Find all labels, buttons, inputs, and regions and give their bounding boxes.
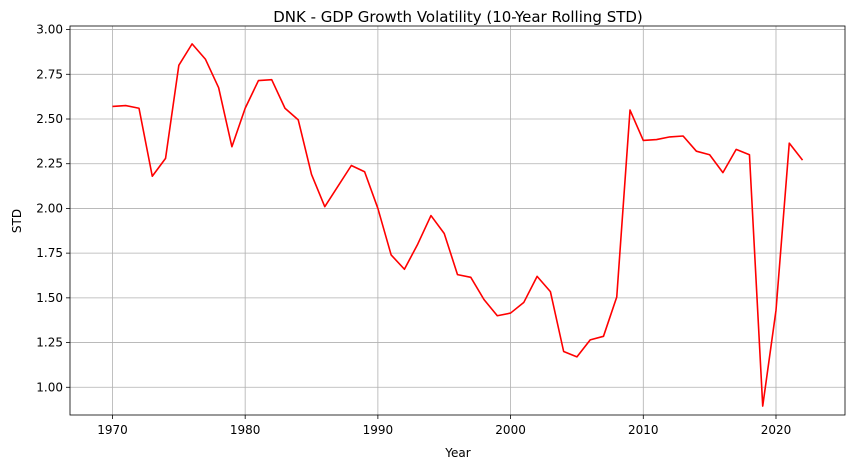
- x-tick-label: 2020: [761, 423, 792, 437]
- y-axis-label: STD: [10, 209, 24, 233]
- chart-title: DNK - GDP Growth Volatility (10-Year Rol…: [273, 8, 643, 26]
- y-tick-label: 2.50: [36, 112, 63, 126]
- y-tick-label: 2.00: [36, 201, 63, 215]
- y-tick-label: 3.00: [36, 23, 63, 37]
- y-tick-label: 1.50: [36, 291, 63, 305]
- series-layer: [112, 43, 804, 407]
- x-tick-label: 1990: [363, 423, 394, 437]
- x-tick-label: 1970: [97, 423, 128, 437]
- y-tick-label: 1.00: [36, 380, 63, 394]
- plot-frame: [69, 25, 846, 416]
- y-tick-label: 1.75: [36, 246, 63, 260]
- y-tick-label: 1.25: [36, 336, 63, 350]
- x-axis-label: Year: [444, 446, 470, 460]
- y-tick-label: 2.75: [36, 67, 63, 81]
- series-line: [112, 43, 804, 407]
- x-tick-label: 2000: [495, 423, 526, 437]
- grid: [70, 26, 845, 415]
- y-tick-label: 2.25: [36, 157, 63, 171]
- axis-ticks: 1970 1980 1990 2000 2010 2020 1.00 1.25 1.50 1.75…: [36, 23, 791, 437]
- x-tick-label: 2010: [628, 423, 659, 437]
- x-tick-label: 1980: [230, 423, 261, 437]
